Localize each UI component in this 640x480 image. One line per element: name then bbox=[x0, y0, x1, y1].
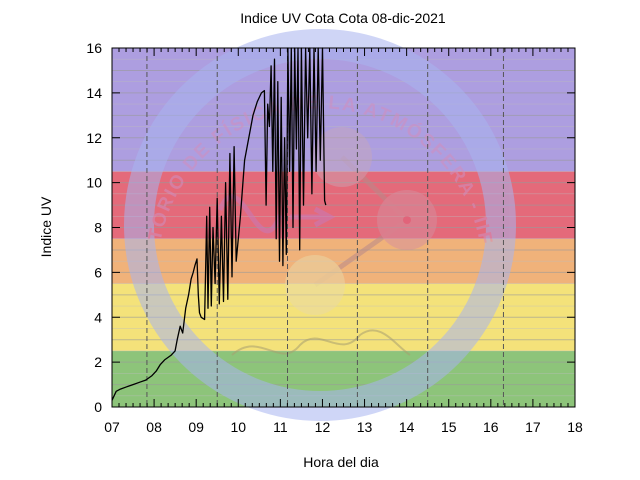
x-tick-label: 18 bbox=[567, 419, 583, 435]
y-tick-label: 6 bbox=[94, 264, 102, 280]
x-axis-title: Hora del dia bbox=[303, 454, 379, 470]
x-tick-label: 15 bbox=[441, 419, 457, 435]
x-tick-label: 16 bbox=[483, 419, 499, 435]
dashed-hour-lines bbox=[146, 48, 504, 407]
x-axis-ticks: 07 08 09 10 11 12 13 14 15 16 17 18 bbox=[104, 48, 583, 435]
y-axis-ticks: 0 2 4 6 8 10 12 14 16 bbox=[86, 40, 575, 415]
y-tick-label: 8 bbox=[94, 220, 102, 236]
chart-title: Indice UV Cota Cota 08-dic-2021 bbox=[240, 10, 446, 26]
y-tick-label: 12 bbox=[86, 130, 102, 146]
x-tick-label: 13 bbox=[357, 419, 373, 435]
series-line-0 bbox=[111, 47, 327, 401]
y-axis-title: Indice UV bbox=[38, 196, 54, 257]
x-tick-label: 17 bbox=[525, 419, 541, 435]
y-tick-label: 10 bbox=[86, 175, 102, 191]
y-tick-label: 16 bbox=[86, 40, 102, 56]
x-tick-label: 08 bbox=[146, 419, 162, 435]
x-tick-label: 09 bbox=[188, 419, 204, 435]
series-uv-line bbox=[111, 47, 327, 401]
y-tick-label: 0 bbox=[94, 399, 102, 415]
x-tick-label: 14 bbox=[399, 419, 415, 435]
x-tick-label: 10 bbox=[230, 419, 246, 435]
x-tick-label: 11 bbox=[273, 419, 288, 435]
y-tick-label: 2 bbox=[94, 354, 102, 370]
x-tick-label: 12 bbox=[315, 419, 331, 435]
y-tick-label: 14 bbox=[86, 85, 102, 101]
x-tick-label: 07 bbox=[104, 419, 120, 435]
y-tick-label: 4 bbox=[94, 309, 102, 325]
